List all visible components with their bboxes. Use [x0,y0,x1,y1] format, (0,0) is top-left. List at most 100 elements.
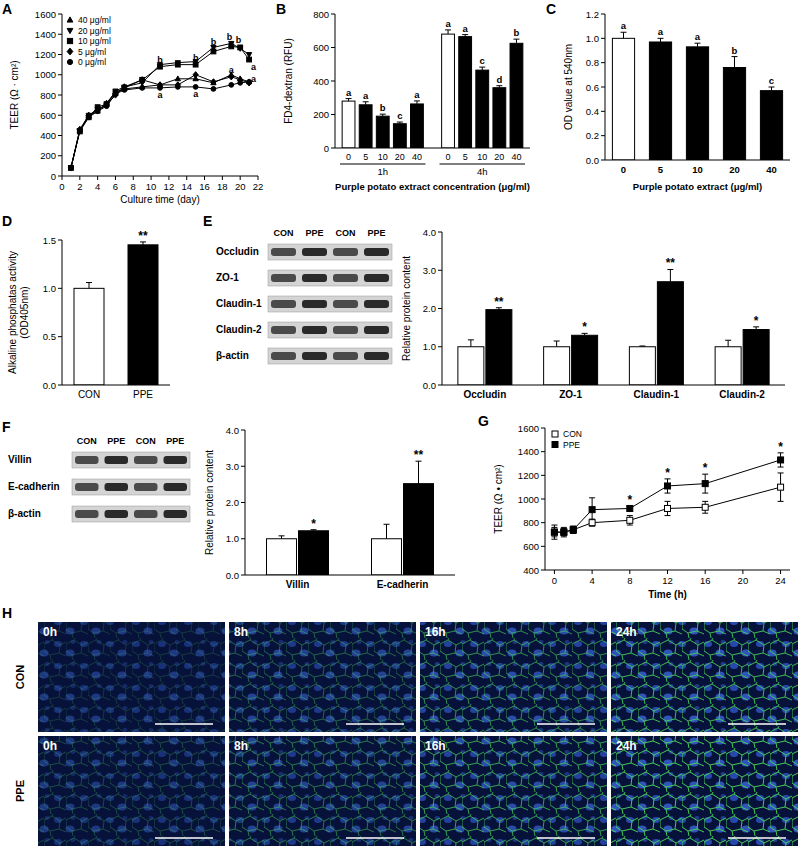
x-tick-label: PPE [133,389,153,400]
blot-band [302,300,327,308]
error-cap [86,282,92,283]
y-tick [541,428,545,429]
y-tick [601,160,605,161]
micrograph-bg [38,736,225,846]
error-cap [561,536,567,537]
error-cap [778,472,784,473]
micrograph-nuclei [611,736,798,846]
error-bar [589,519,595,526]
error-bar [86,283,92,289]
legend-marker [67,17,73,22]
micrograph-bg [229,622,416,732]
x-tick-label: 4 [589,575,594,586]
blot-band [333,326,358,334]
y-tick-label: 3.0 [226,461,239,472]
y-axis-label: Relative protein content [204,450,215,555]
y-tick [58,115,62,116]
y-axis-label: Relative protein content [401,256,412,361]
x-tick [62,176,63,180]
point [570,527,576,533]
point [193,62,198,67]
row-label: PPE [14,780,26,802]
error-cap [384,524,390,525]
y-tick [58,155,62,156]
lane-label: PPE [305,228,323,238]
y-axis: 4006008001000120014001600 [518,423,545,576]
y-tick-label: 0.6 [586,82,599,93]
x-tick-label: 0 [552,575,557,586]
point [175,62,180,67]
y-tick-label: 1.0 [43,283,56,294]
legend-label: PPE [563,440,580,450]
blot-band [75,510,99,518]
point [95,109,100,114]
bar [572,335,598,385]
legend-marker [552,431,558,437]
y-tick-label: 1600 [35,9,56,20]
bar [372,539,402,575]
x-axis-line [62,385,170,386]
x-tick-label: 40 [412,152,422,162]
micrograph: 0h [38,622,225,732]
significance-letter: c [769,75,774,86]
micrograph-nuclei [229,736,416,846]
blot-row-label: Villin [8,454,32,465]
bar [442,34,455,148]
blot-band [333,248,358,256]
y-tick [601,111,605,112]
point [77,128,82,133]
annotation: a [229,65,235,75]
x-tick-label: 10 [146,181,157,192]
error-cap [665,501,671,502]
blot-band [302,248,327,256]
significance-letter: a [695,31,701,42]
x-axis-line [605,160,790,161]
point [193,72,198,78]
annotation: b [227,32,233,42]
blot-band [302,274,327,282]
x-tick-label: 20 [494,152,504,162]
micrograph-nuclei [229,622,416,732]
x-tick-label: 20 [738,575,749,586]
y-tick [241,502,245,503]
x-tick-label: 20 [395,152,405,162]
blot-band [134,456,158,464]
error-bar [346,99,352,102]
y-tick [58,34,62,35]
blot-band [271,274,296,282]
blot-band [105,456,129,464]
micrograph-cells [229,736,416,846]
point [665,483,671,489]
y-tick-label: 1600 [518,423,539,434]
micrograph-nuclei [38,622,225,732]
point [778,457,784,463]
bar [686,47,708,160]
bar [74,288,104,385]
blot-strip [268,296,392,312]
error-bar [496,86,502,88]
significance-letter: b [380,102,386,113]
bar [404,484,434,575]
x-axis-line [245,575,455,576]
y-axis-label: (OD405nm) [19,286,30,338]
x-tick [592,570,593,574]
error-line [386,524,387,539]
error-cap [363,101,369,102]
blot-band [333,352,358,360]
point [175,85,180,90]
y-tick-label: 1.0 [423,341,436,352]
y-tick-label: 0.8 [586,57,599,68]
panel-letter: G [478,413,489,429]
point [229,44,234,49]
legend-marker [552,442,558,448]
micrograph: 0h [38,736,225,846]
error-cap [554,341,560,342]
micrograph-cells [611,736,798,846]
figure: A020040060080010001200140016000246810121… [0,0,800,848]
point [104,104,109,109]
y-tick-label: 800 [523,517,539,528]
blot-band [364,352,389,360]
annotation: b [211,37,217,47]
point [77,128,82,133]
error-bar [445,30,451,34]
